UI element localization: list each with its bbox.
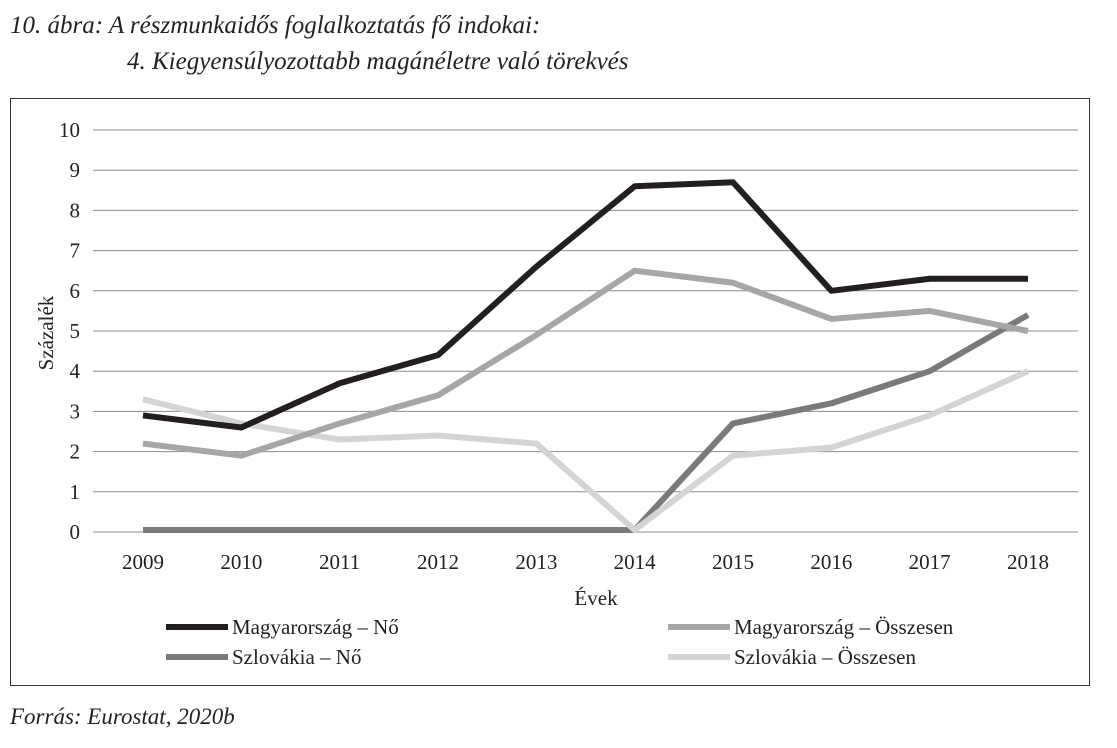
legend-label: Magyarország – Összesen xyxy=(734,615,954,639)
figure-source: Forrás: Eurostat, 2020b xyxy=(10,704,235,729)
x-tick-label: 2014 xyxy=(614,550,657,574)
x-tick-label: 2009 xyxy=(122,550,164,574)
series-line xyxy=(142,179,1028,431)
y-tick-label: 5 xyxy=(70,319,81,343)
y-tick-label: 3 xyxy=(70,399,81,423)
series-lines xyxy=(142,179,1030,533)
y-tick-label: 7 xyxy=(70,239,81,263)
series-line xyxy=(142,368,1030,533)
x-tick-label: 2012 xyxy=(417,550,459,574)
x-tick-label: 2017 xyxy=(909,550,951,574)
legend: Magyarország – Nő Magyarország – Összesen… xyxy=(166,615,954,669)
y-tick-label: 4 xyxy=(70,359,81,383)
y-tick-label: 2 xyxy=(70,440,81,464)
x-tick-label: 2018 xyxy=(1007,550,1049,574)
y-tick-label: 0 xyxy=(70,520,81,544)
figure-caption: 10. ábra: A részmunkaidős foglalkoztatás… xyxy=(10,12,541,39)
x-tick-label: 2010 xyxy=(220,550,262,574)
legend-label: Szlovákia – Összesen xyxy=(734,645,916,669)
x-tick-label: 2016 xyxy=(810,550,852,574)
y-tick-label: 8 xyxy=(70,198,81,222)
y-tick-label: 6 xyxy=(70,279,81,303)
y-tick-label: 9 xyxy=(70,158,81,182)
x-axis-title: Évek xyxy=(574,586,618,610)
y-tick-label: 10 xyxy=(59,118,80,142)
x-tick-label: 2011 xyxy=(319,550,360,574)
legend-label: Szlovákia – Nő xyxy=(232,645,361,669)
y-tick-label: 1 xyxy=(70,480,81,504)
x-tick-labels: 2009 2010 2011 2012 2013 2014 2015 2016 2017 2018 xyxy=(122,550,1049,574)
series-line xyxy=(143,312,1030,533)
y-axis-title: Százalék xyxy=(34,295,58,370)
chart-frame xyxy=(10,98,1090,686)
legend-label: Magyarország – Nő xyxy=(232,615,399,639)
x-tick-label: 2015 xyxy=(712,550,754,574)
x-tick-label: 2013 xyxy=(515,550,557,574)
figure-subcaption: 4. Kiegyensúlyozottabb magánéletre való … xyxy=(127,48,629,75)
series-line xyxy=(142,267,1029,459)
gridlines xyxy=(93,129,1078,533)
y-tick-labels: 0 1 2 3 4 5 6 7 8 9 10 xyxy=(59,118,81,544)
